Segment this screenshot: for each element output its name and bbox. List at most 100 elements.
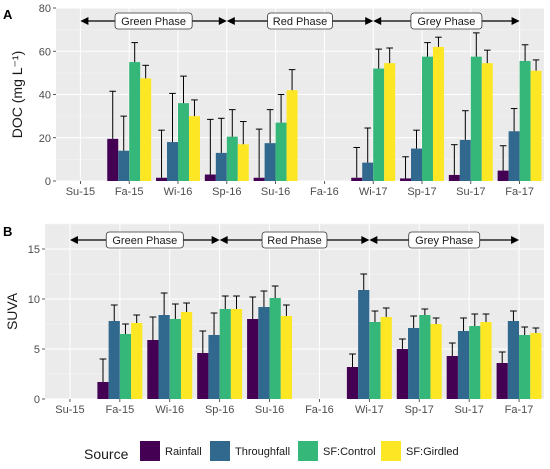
panel-letter: B (3, 224, 12, 239)
x-tick-label: Sp-17 (405, 404, 434, 416)
bar-sf-control-wi-17 (373, 68, 385, 181)
x-tick-label: Fa-17 (505, 404, 534, 416)
legend-label: Throughfall (235, 446, 290, 458)
x-tick-label: Fa-16 (305, 404, 334, 416)
arrow-left-icon (226, 17, 235, 25)
bar-throughfall-fa-17 (508, 131, 520, 181)
legend-swatch-sf-girdled (381, 441, 401, 461)
bar-sf-girdled-fa-17 (530, 70, 542, 181)
bar-sf-girdled-fa-17 (530, 333, 542, 399)
arrow-left-icon (80, 17, 89, 25)
bar-sf-control-fa-15 (129, 62, 141, 181)
bar-throughfall-su-17 (459, 139, 471, 181)
phase-label: Grey Phase (415, 235, 473, 247)
x-tick-label: Su-16 (261, 186, 290, 198)
bar-throughfall-su-16 (258, 307, 270, 399)
bar-sf-girdled-wi-16 (188, 116, 200, 181)
y-tick-label: 40 (39, 90, 51, 102)
bar-sf-girdled-sp-16 (237, 144, 249, 181)
x-tick-label: Sp-17 (407, 186, 436, 198)
x-tick-label: Fa-16 (310, 186, 339, 198)
bar-rainfall-fa-17 (496, 363, 508, 399)
bar-sf-control-sp-16 (226, 136, 238, 181)
bar-sf-control-su-16 (269, 298, 281, 399)
bar-rainfall-sp-16 (204, 174, 216, 181)
bar-rainfall-su-17 (448, 174, 460, 181)
arrow-left-icon (373, 17, 382, 25)
bar-rainfall-fa-15 (107, 138, 119, 181)
bar-throughfall-fa-15 (118, 150, 130, 181)
x-tick-label: Fa-17 (505, 186, 534, 198)
y-tick-label: 10 (28, 294, 40, 306)
arrow-left-icon (69, 236, 78, 244)
bar-throughfall-wi-16 (158, 315, 170, 399)
legend-label: Rainfall (165, 446, 202, 458)
x-tick-label: Fa-15 (105, 404, 134, 416)
bar-sf-girdled-su-17 (480, 322, 492, 399)
y-axis-title: SUVA (4, 292, 20, 330)
bar-sf-girdled-sp-16 (230, 309, 243, 399)
bar-rainfall-wi-17 (346, 367, 359, 399)
bar-throughfall-su-16 (264, 143, 276, 181)
bar-sf-girdled-sp-17 (432, 46, 444, 181)
y-tick-label: 15 (28, 244, 40, 256)
bar-sf-girdled-su-16 (286, 90, 298, 181)
y-tick-label: 80 (39, 3, 51, 15)
bar-sf-control-sp-16 (219, 309, 231, 399)
bar-rainfall-su-17 (446, 356, 458, 399)
bar-rainfall-sp-17 (396, 349, 409, 399)
legend-swatch-rainfall (140, 441, 160, 461)
bar-throughfall-sp-17 (408, 328, 420, 399)
y-tick-label: 0 (45, 176, 51, 188)
panel-letter: A (3, 7, 13, 22)
bar-sf-girdled-fa-15 (131, 323, 143, 399)
x-tick-label: Wi-16 (155, 404, 184, 416)
x-tick-label: Sp-16 (205, 404, 234, 416)
arrow-right-icon (361, 236, 370, 244)
bar-sf-girdled-wi-17 (384, 63, 396, 181)
phase-label-box (410, 12, 483, 30)
bar-rainfall-fa-15 (97, 382, 109, 399)
arrow-right-icon (511, 236, 520, 244)
bar-rainfall-sp-16 (197, 353, 209, 399)
bar-sf-control-wi-16 (178, 103, 189, 181)
legend-label: SF:Control (323, 446, 376, 458)
legend-label: SF:Girdled (406, 446, 459, 458)
bar-rainfall-sp-17 (400, 178, 412, 181)
y-axis-title: DOC (mg L⁻¹) (9, 51, 25, 139)
bar-throughfall-fa-15 (108, 321, 120, 399)
phase-label-box (408, 231, 481, 249)
legend-swatch-throughfall (210, 441, 230, 461)
bar-sf-girdled-wi-16 (180, 312, 193, 399)
legend-title: Source (84, 446, 129, 462)
panel-b-suva-chart: 0 5 10 15 Su-15 Fa-15 Wi-16 Sp-16 Su-16 Fa-16 Wi-1… (3, 223, 544, 416)
bar-sf-girdled-su-17 (481, 63, 493, 181)
bar-rainfall-fa-17 (497, 170, 509, 181)
bar-sf-girdled-fa-15 (140, 78, 152, 181)
bar-sf-girdled-sp-17 (430, 324, 442, 399)
bar-sf-control-su-16 (275, 122, 287, 181)
bar-rainfall-wi-17 (351, 177, 363, 181)
x-tick-label: Wi-17 (355, 404, 384, 416)
phase-label-box (105, 231, 184, 249)
bar-sf-girdled-su-16 (280, 316, 293, 399)
phase-label-box (261, 231, 328, 249)
legend: Source Rainfall Throughfall SF:Control SF:Gi… (84, 441, 459, 462)
arrow-right-icon (511, 17, 520, 25)
y-tick-label: 20 (39, 133, 51, 145)
bar-sf-control-su-17 (470, 56, 482, 181)
phase-label-box (114, 12, 193, 30)
bar-sf-control-fa-17 (519, 60, 531, 182)
phase-label: Red Phase (273, 16, 327, 28)
phase-label: Grey Phase (417, 16, 475, 28)
bar-throughfall-wi-17 (362, 162, 374, 181)
y-tick-label: 5 (34, 344, 40, 356)
bar-throughfall-wi-16 (167, 142, 178, 181)
phase-label: Green Phase (121, 16, 186, 28)
x-tick-label: Sp-16 (212, 186, 241, 198)
x-tick-label: Wi-17 (359, 186, 388, 198)
bar-rainfall-wi-16 (156, 177, 168, 181)
bar-sf-control-wi-16 (169, 319, 181, 399)
x-tick-label: Wi-16 (164, 186, 193, 198)
